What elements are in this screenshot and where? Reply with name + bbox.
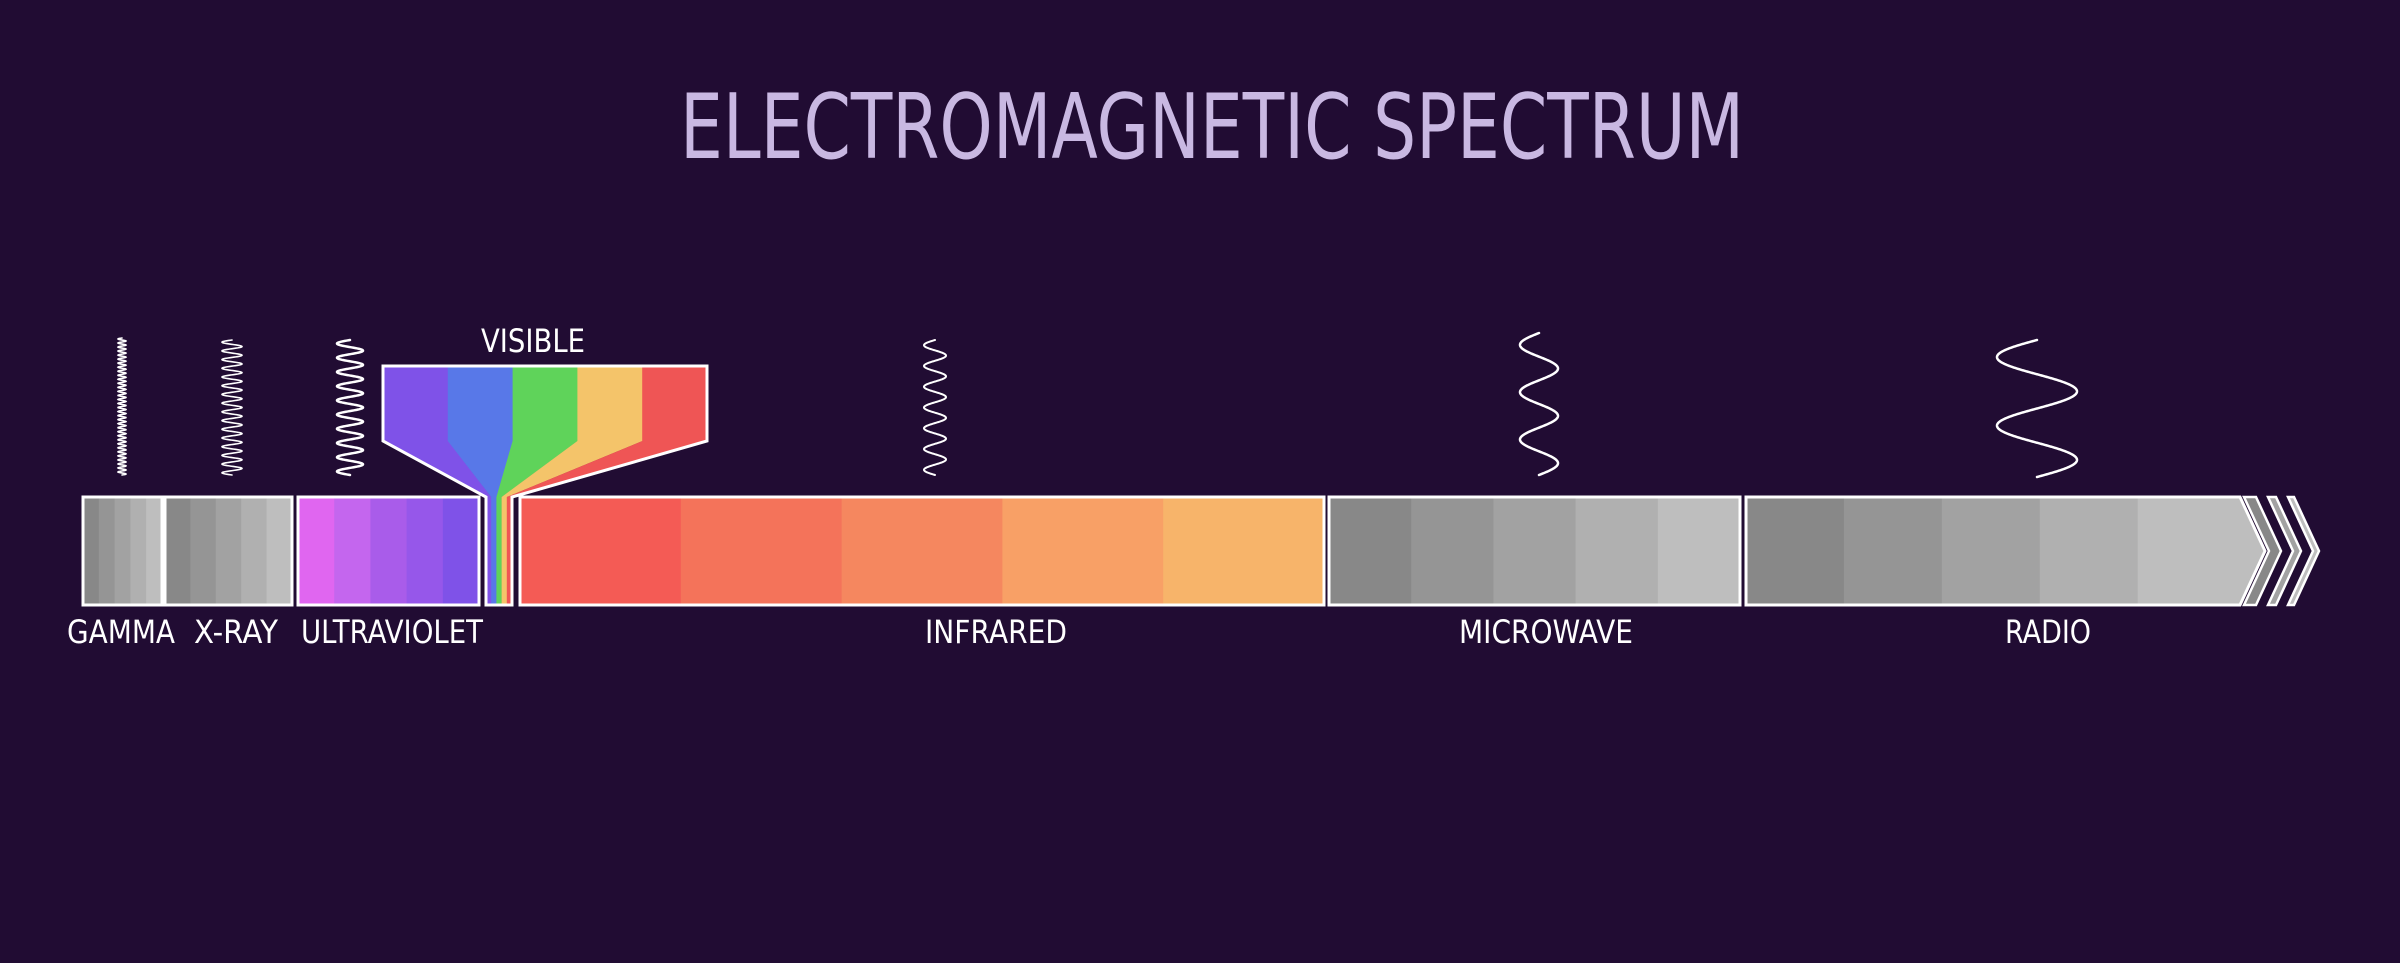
band-label-infrared: INFRARED [925,613,1067,651]
band-stripe [2137,497,2265,605]
radio-wave-icon [1995,338,2079,479]
band-stripe [1163,497,1325,605]
band-label-gamma: GAMMA [67,613,175,651]
band-x-ray [163,495,294,607]
band-label-radio: RADIO [2005,613,2091,651]
ultraviolet-wave-icon [335,338,365,477]
visible-stripe [383,366,492,605]
band-stripe [98,497,116,605]
band-outline [81,495,164,607]
band-stripe [298,497,335,605]
band-stripe [520,497,682,605]
band-stripe [2039,497,2139,605]
band-outline [296,495,481,607]
radio-chevron [2266,495,2303,607]
band-stripe [406,497,444,605]
band-outline [1327,495,1742,607]
band-stripe [1657,497,1741,605]
band-label-ultraviolet: ULTRAVIOLET [301,613,483,651]
band-stripe [165,497,191,605]
microwave-wave-icon [1518,331,1560,477]
radio-arrow-outline [1744,495,2267,607]
band-stripe [1941,497,2041,605]
band-stripe [841,497,1003,605]
band-stripe [1002,497,1164,605]
band-stripe [1575,497,1659,605]
gamma-wave-icon [116,337,128,476]
band-ultraviolet [296,495,481,607]
visible-stripe [496,366,578,605]
band-stripe [146,497,163,605]
visible-stripe [506,366,708,605]
x-ray-wave-icon [221,339,243,476]
band-stripe [241,497,268,605]
band-microwave [1327,495,1742,607]
band-stripe [370,497,408,605]
band-stripe [266,497,293,605]
band-stripe [334,497,371,605]
infrared-wave-icon [922,339,948,476]
diagram-title: ELECTROMAGNETIC SPECTRUM [680,75,1744,180]
band-stripe [190,497,217,605]
wave-icons [116,331,2079,479]
band-outline [518,495,1326,607]
radio-chevron [2286,495,2321,607]
visible-funnel [381,364,709,607]
visible-label: VISIBLE [481,322,585,360]
band-stripe [1493,497,1577,605]
band-stripe [1843,497,1943,605]
band-label-x-ray: X-RAY [194,613,278,651]
spectrum-bar [81,495,2321,607]
band-stripe [1746,497,1845,605]
band-stripe [1411,497,1494,605]
band-stripe [83,497,100,605]
band-stripe [114,497,131,605]
band-stripe [215,497,242,605]
band-stripe [442,497,480,605]
radio-stripes [1746,497,2265,605]
band-stripe [130,497,147,605]
band-stripe [1329,497,1412,605]
band-infrared [518,495,1326,607]
visible-outline [381,364,709,607]
band-radio [1744,495,2321,607]
band-gamma [81,495,164,607]
visible-stripe [447,366,514,605]
radio-chevron [2242,495,2283,607]
band-stripe [680,497,843,605]
visible-stripe [501,366,643,605]
band-label-microwave: MICROWAVE [1459,613,1633,651]
band-outline [163,495,294,607]
